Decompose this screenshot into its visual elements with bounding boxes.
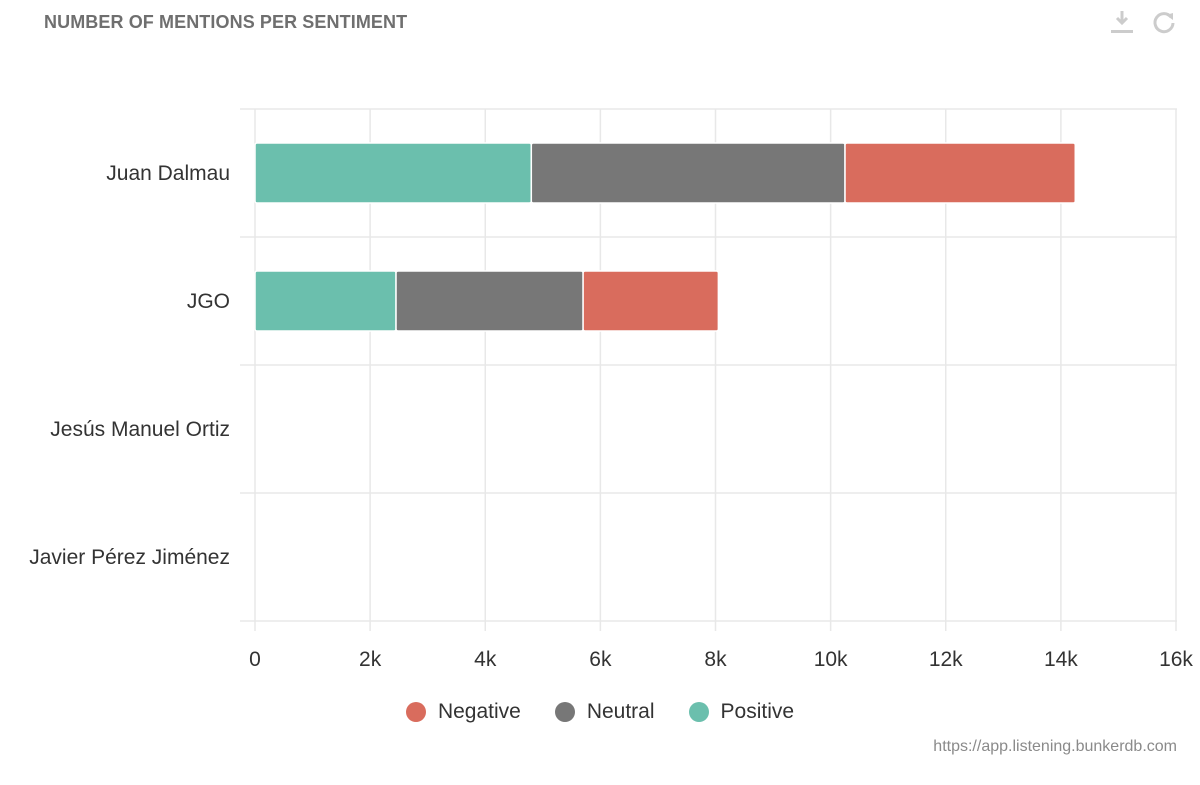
legend-swatch-positive bbox=[688, 702, 709, 722]
bar-negative bbox=[582, 270, 720, 332]
x-tick-label: 10k bbox=[814, 648, 848, 671]
download-icon bbox=[1111, 11, 1133, 33]
bar-neutral bbox=[530, 142, 846, 204]
legend-label-positive: Positive bbox=[720, 700, 795, 723]
chart-toolbar bbox=[1108, 8, 1178, 36]
x-tick-label: 6k bbox=[589, 648, 612, 671]
chart-area: 0 2k 4k 6k 8k 10k 12k 14k 16k Juan Dalmau JGO Jesús… bbox=[29, 108, 1193, 671]
legend-item-negative[interactable]: Negative bbox=[405, 700, 521, 724]
category-label: Jesús Manuel Ortiz bbox=[50, 418, 230, 441]
source-url: https://app.listening.bunkerdb.com bbox=[933, 738, 1177, 755]
x-tick-label: 4k bbox=[474, 648, 497, 671]
legend-swatch-neutral bbox=[554, 702, 575, 722]
legend-item-neutral[interactable]: Neutral bbox=[554, 700, 655, 724]
x-tick-label: 8k bbox=[704, 648, 727, 671]
refresh-button[interactable] bbox=[1150, 8, 1178, 36]
x-tick-label: 2k bbox=[359, 648, 382, 671]
legend-label-neutral: Neutral bbox=[586, 700, 655, 723]
legend-label-negative: Negative bbox=[437, 700, 521, 723]
refresh-icon bbox=[1153, 12, 1175, 34]
download-button[interactable] bbox=[1108, 8, 1136, 36]
bar-negative bbox=[844, 142, 1077, 204]
chart-title: NUMBER OF MENTIONS PER SENTIMENT bbox=[44, 12, 408, 32]
bar-positive bbox=[254, 142, 533, 204]
bar-positive bbox=[254, 270, 397, 332]
category-label: Javier Pérez Jiménez bbox=[29, 546, 230, 569]
bar-neutral bbox=[395, 270, 584, 332]
legend-item-positive[interactable]: Positive bbox=[688, 700, 795, 724]
category-label: JGO bbox=[187, 290, 230, 313]
x-tick-label: 0 bbox=[249, 648, 261, 671]
category-label: Juan Dalmau bbox=[106, 162, 230, 185]
x-tick-label: 12k bbox=[929, 648, 963, 671]
chart-legend: Negative Neutral Positive bbox=[0, 700, 1200, 724]
x-tick-label: 16k bbox=[1159, 648, 1193, 671]
legend-swatch-negative bbox=[405, 702, 426, 722]
x-tick-label: 14k bbox=[1044, 648, 1078, 671]
